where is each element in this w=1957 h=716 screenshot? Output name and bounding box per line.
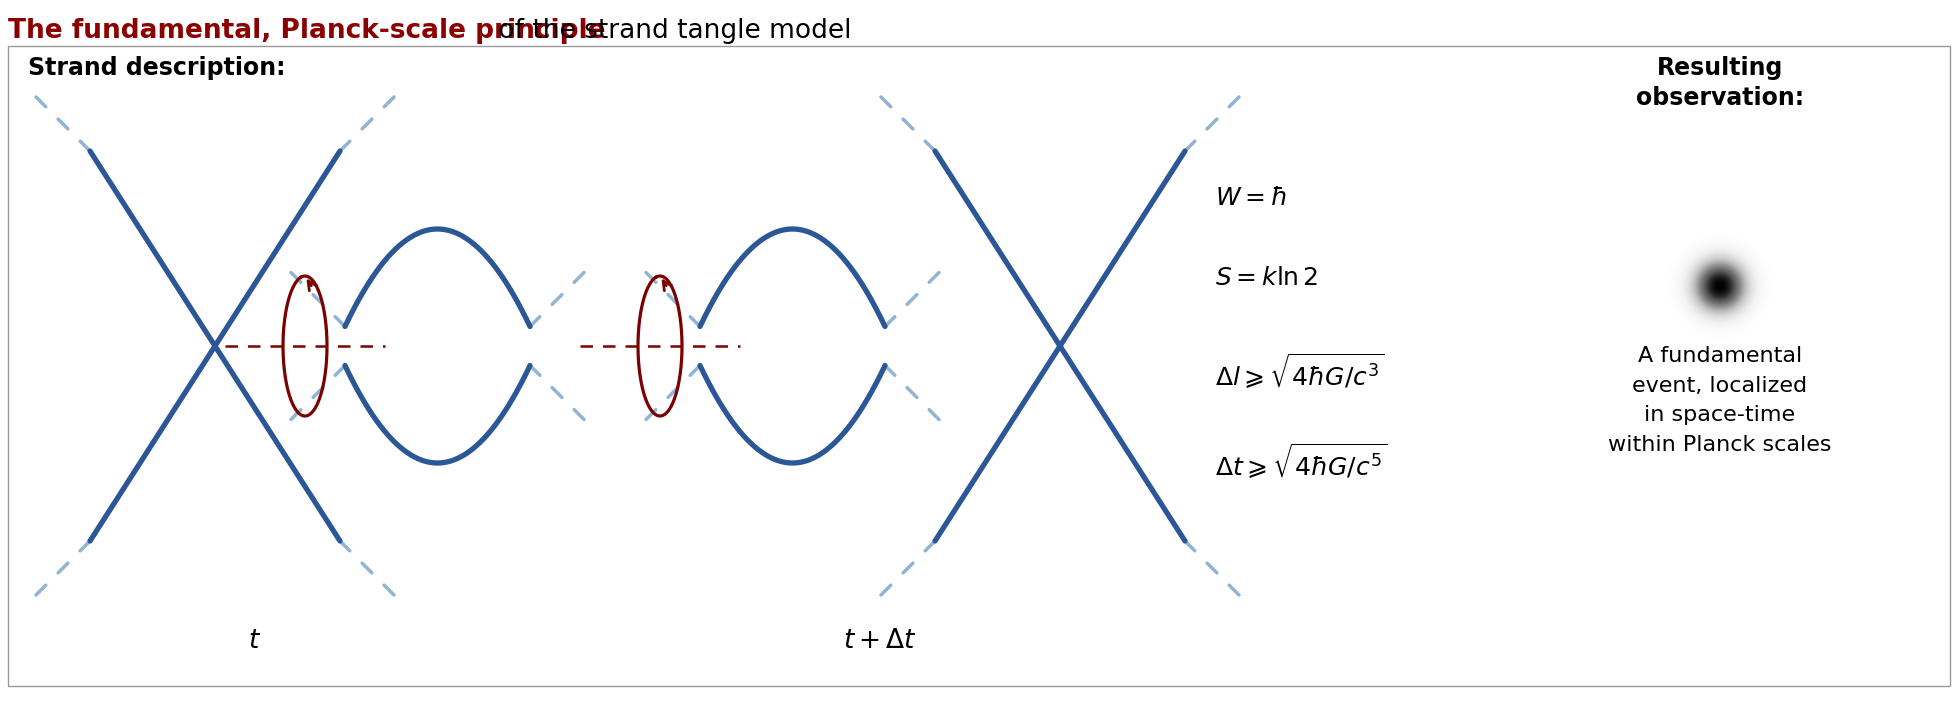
Text: $W = \hbar$: $W = \hbar$ bbox=[1215, 186, 1286, 210]
Text: $t + \Delta t$: $t + \Delta t$ bbox=[843, 628, 916, 654]
Text: $\Delta l \geqslant \sqrt{4\hbar G/c^3}$: $\Delta l \geqslant \sqrt{4\hbar G/c^3}$ bbox=[1215, 351, 1384, 390]
Text: $\Delta t \geqslant \sqrt{4\hbar G/c^5}$: $\Delta t \geqslant \sqrt{4\hbar G/c^5}$ bbox=[1215, 441, 1388, 480]
Text: of the strand tangle model: of the strand tangle model bbox=[489, 18, 851, 44]
Text: Resulting
observation:: Resulting observation: bbox=[1636, 56, 1802, 110]
Text: Strand description:: Strand description: bbox=[27, 56, 286, 80]
Text: $t$: $t$ bbox=[249, 628, 262, 654]
Text: A fundamental
event, localized
in space-time
within Planck scales: A fundamental event, localized in space-… bbox=[1607, 346, 1832, 455]
Text: $S = k \ln 2$: $S = k \ln 2$ bbox=[1215, 266, 1317, 290]
FancyBboxPatch shape bbox=[8, 46, 1949, 686]
Text: The fundamental, Planck-scale principle: The fundamental, Planck-scale principle bbox=[8, 18, 605, 44]
